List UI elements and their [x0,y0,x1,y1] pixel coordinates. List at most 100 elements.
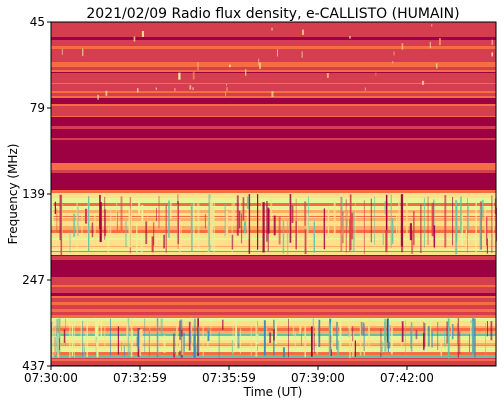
burst-streak [482,199,484,218]
spectrogram-row [51,235,496,238]
spectrogram-row [51,86,496,88]
burst-streak [269,332,272,343]
spectrogram-row [51,226,496,228]
burst-streak [54,328,56,356]
burst-streak [208,194,211,252]
spectrogram-row [51,170,496,173]
burst-streak [204,214,206,229]
burst-streak [193,334,196,358]
burst-streak [398,198,401,244]
spectrogram-row [51,62,496,65]
burst-streak [266,328,268,343]
burst-streak [427,326,430,347]
burst-streak [132,330,133,346]
burst-streak [465,229,467,250]
burst-streak [304,201,307,226]
burst-streak [479,208,481,250]
spectrogram-row [51,146,496,149]
burst-streak [330,335,332,356]
spectrogram-row [51,166,496,167]
burst-streak [260,202,262,222]
burst-streak [401,321,404,343]
burst-streak [179,219,181,253]
spectrogram-row [51,285,496,286]
spectrogram-row [51,306,496,308]
burst-streak [382,231,384,246]
spectrogram-row [51,115,496,116]
spectrogram-row [51,26,496,28]
burst-streak [406,199,408,239]
burst-streak [51,321,53,352]
burst-streak [141,204,144,222]
spectrogram-row [51,28,496,30]
spectrogram-row [51,186,496,187]
burst-streak [83,346,85,359]
spectrogram-row [51,129,496,131]
burst-streak [380,341,383,353]
burst-streak [69,321,71,358]
burst-streak [88,196,90,252]
burst-streak [59,338,60,350]
burst-streak [431,202,434,237]
burst-streak [282,220,285,254]
spectrogram-row [51,228,496,230]
burst-streak [117,326,119,355]
spectrogram-row [51,190,496,193]
burst-streak [420,204,422,253]
burst-streak [433,199,435,243]
spectrogram-row [51,260,496,263]
spectrogram-row [51,34,496,37]
burst-streak [76,201,78,252]
spectrogram-row [51,50,496,51]
burst-streak [137,88,139,93]
y-tick-label: 139 [22,187,45,201]
burst-streak [436,63,438,69]
burst-streak [213,201,215,254]
spectrogram-row [51,246,496,247]
spectrogram-row [51,293,496,296]
burst-streak [348,321,350,339]
burst-streak [346,206,347,220]
burst-streak [287,219,289,255]
burst-streak [158,196,160,229]
burst-streak [423,197,425,248]
burst-streak [331,321,333,350]
burst-streak [231,234,234,250]
burst-streak [475,200,477,255]
burst-streak [123,345,125,357]
burst-streak [295,198,297,251]
burst-streak [156,318,159,358]
burst-streak [178,72,181,80]
spectrogram-row [51,126,496,129]
burst-streak [236,195,239,236]
burst-streak [218,331,220,359]
burst-streak [231,340,233,358]
burst-streak [270,195,273,220]
spectrogram-row [51,217,496,218]
burst-streak [431,24,433,27]
burst-streak [333,199,335,245]
burst-streak [153,222,155,246]
burst-streak [451,324,454,340]
spectrogram-row [51,176,496,179]
burst-streak [392,61,394,64]
burst-streak [51,198,54,226]
spectrogram-rows [51,22,496,366]
spectrogram-row [51,318,496,321]
burst-streak [306,214,309,248]
burst-streak [447,318,450,359]
burst-streak [133,36,136,42]
burst-streak [170,196,172,219]
burst-streak [126,322,129,337]
burst-streak [341,197,343,226]
spectrogram-row [51,73,496,75]
spectrogram-row [51,263,496,266]
spectrogram-row [51,181,496,184]
spectrogram-row [51,203,496,206]
burst-streak [484,207,486,248]
burst-streak [415,330,418,340]
burst-streak [168,200,170,238]
spectrogram-row [51,140,496,143]
burst-streak [401,43,404,50]
burst-streak [314,332,315,353]
